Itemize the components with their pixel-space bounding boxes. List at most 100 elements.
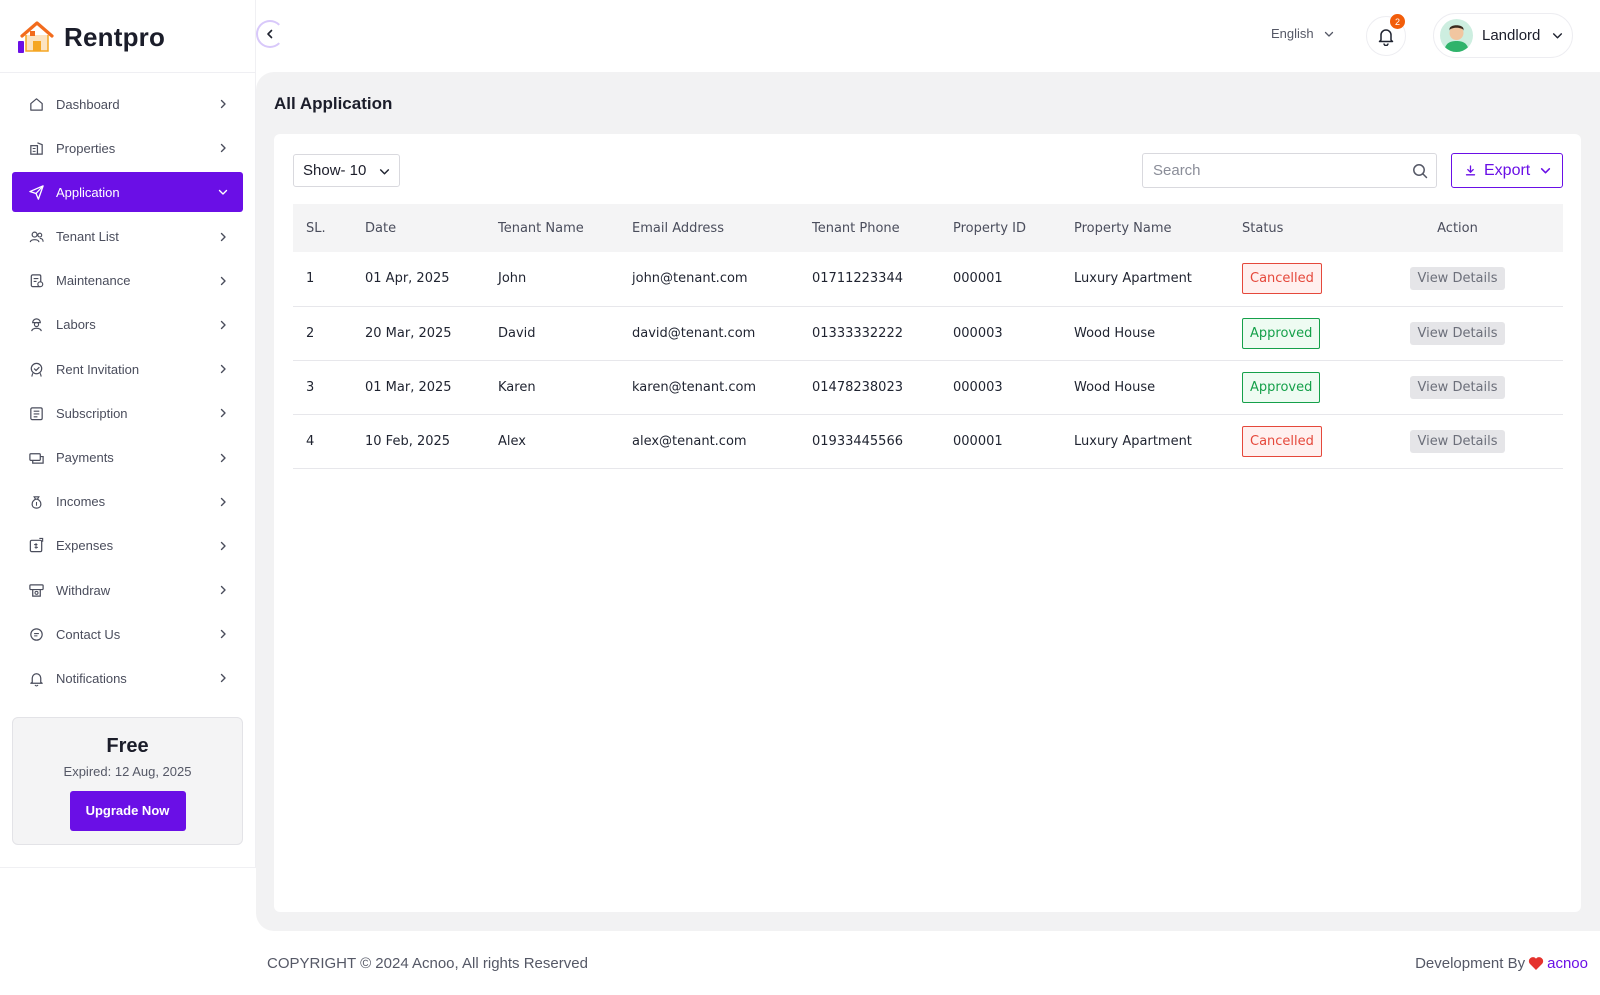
plan-expiry: Expired: 12 Aug, 2025 [63, 764, 192, 779]
chevron-down-icon [217, 186, 229, 198]
sidebar-item-label: Dashboard [56, 96, 120, 112]
chevron-right-icon [217, 142, 229, 154]
cell-email: john@tenant.com [632, 271, 748, 287]
withdraw-icon [27, 581, 45, 599]
cell-property-name: Luxury Apartment [1074, 271, 1192, 287]
chevron-right-icon [217, 496, 229, 508]
sidebar-item-label: Maintenance [56, 273, 131, 289]
sidebar-nav: Dashboard Properties Application Tenant Lis… [12, 84, 243, 703]
header-action: Action [1437, 220, 1478, 236]
sidebar-item-dashboard[interactable]: Dashboard [12, 84, 243, 124]
sidebar-item-label: Incomes [56, 494, 106, 510]
cell-date: 01 Apr, 2025 [365, 271, 450, 287]
sidebar-item-rent-invitation[interactable]: Rent Invitation [12, 349, 243, 389]
notifications-button[interactable] [1366, 16, 1406, 56]
cell-property-name: Wood House [1074, 325, 1156, 341]
chevron-down-icon [1324, 31, 1333, 37]
sidebar-item-incomes[interactable]: Incomes [12, 482, 243, 522]
cell-status: Cancelled [1229, 414, 1352, 468]
view-details-button[interactable]: View Details [1410, 321, 1505, 345]
cell-sl: 3 [306, 379, 315, 395]
sidebar-item-payments[interactable]: Payments [12, 438, 243, 478]
logo[interactable]: Rentpro [18, 18, 165, 56]
app-name: Rentpro [64, 21, 166, 52]
sidebar-item-withdraw[interactable]: Withdraw [12, 570, 243, 610]
notification-count-badge: 2 [1390, 14, 1405, 29]
sidebar-item-properties[interactable]: Properties [12, 128, 243, 168]
show-entries-value: Show- 10 [303, 162, 367, 179]
sidebar-item-notifications[interactable]: Notifications [12, 658, 243, 698]
sidebar-collapse-button[interactable] [256, 20, 284, 48]
view-details-button[interactable]: View Details [1410, 267, 1505, 291]
users-icon [27, 228, 45, 246]
cell-property-id: 000003 [953, 325, 1003, 341]
cell-email: david@tenant.com [632, 325, 756, 341]
export-button[interactable]: Export [1451, 153, 1563, 188]
status-badge: Approved [1242, 371, 1321, 403]
sidebar-item-labors[interactable]: Labors [12, 305, 243, 345]
user-menu[interactable]: Landlord [1433, 13, 1573, 58]
money-bag-icon [27, 493, 45, 511]
divider [0, 72, 256, 73]
sidebar-item-label: Rent Invitation [56, 361, 140, 377]
cell-property-id: 000001 [953, 433, 1003, 449]
cell-property-id: 000001 [953, 271, 1003, 287]
sidebar-item-maintenance[interactable]: Maintenance [12, 261, 243, 301]
house-logo-icon [18, 21, 54, 53]
status-badge: Cancelled [1242, 263, 1322, 295]
cell-date: 20 Mar, 2025 [365, 325, 452, 341]
sidebar-item-label: Contact Us [56, 626, 121, 642]
chevron-down-icon [1553, 33, 1563, 39]
chevron-right-icon [217, 540, 229, 552]
header-sl: SL. [306, 220, 326, 236]
language-label: English [1271, 26, 1314, 41]
language-select[interactable]: English [1271, 26, 1334, 41]
cell-phone: 01333332222 [812, 325, 903, 341]
show-entries-select[interactable]: Show- 10 [293, 154, 400, 187]
building-icon [27, 139, 45, 157]
search-input[interactable] [1143, 154, 1436, 187]
chevron-right-icon [217, 363, 229, 375]
table-header-row: SL. Date Tenant Name Email Address Tenan… [293, 204, 1563, 252]
sidebar-item-label: Expenses [56, 538, 114, 554]
bell-icon [1378, 29, 1394, 46]
cell-action: View Details [1352, 360, 1563, 414]
sidebar-item-expenses[interactable]: Expenses [12, 526, 243, 566]
dev-brand-link[interactable]: acnoo [1547, 955, 1588, 972]
expenses-icon [27, 537, 45, 555]
sidebar-item-contact-us[interactable]: Contact Us [12, 614, 243, 654]
sidebar-item-application[interactable]: Application [12, 172, 243, 213]
sidebar-item-label: Application [56, 184, 120, 200]
cell-email: alex@tenant.com [632, 433, 747, 449]
invitation-icon [27, 360, 45, 378]
sidebar-item-tenant-list[interactable]: Tenant List [12, 217, 243, 257]
bell-icon [27, 669, 45, 687]
search-icon[interactable] [1412, 163, 1428, 179]
chevron-right-icon [217, 275, 229, 287]
status-badge: Approved [1242, 317, 1321, 349]
search-box [1142, 153, 1437, 188]
export-label: Export [1484, 161, 1531, 179]
view-details-button[interactable]: View Details [1410, 429, 1505, 453]
table-row: 1 01 Apr, 2025 John john@tenant.com 01711223… [293, 252, 1563, 306]
chevron-right-icon [217, 584, 229, 596]
chevron-right-icon [217, 628, 229, 640]
cell-sl: 2 [306, 325, 315, 341]
cell-phone: 01933445566 [812, 433, 903, 449]
copyright: COPYRIGHT © 2024 Acnoo, All rights Reser… [267, 955, 588, 972]
sidebar-item-subscription[interactable]: Subscription [12, 393, 243, 433]
view-details-button[interactable]: View Details [1410, 375, 1505, 399]
sidebar-item-label: Subscription [56, 405, 128, 421]
sidebar-item-label: Withdraw [56, 582, 111, 598]
header-phone: Tenant Phone [812, 220, 900, 236]
upgrade-now-button[interactable]: Upgrade Now [69, 791, 186, 831]
developer-credit: Development By acnoo [1415, 955, 1588, 972]
header-property-name: Property Name [1074, 220, 1172, 236]
sidebar-item-label: Properties [56, 140, 116, 156]
cell-phone: 01478238023 [812, 379, 903, 395]
cell-date: 10 Feb, 2025 [365, 433, 451, 449]
table-row: 4 10 Feb, 2025 Alex alex@tenant.com 01933445… [293, 414, 1563, 468]
chevron-right-icon [217, 98, 229, 110]
status-badge: Cancelled [1242, 425, 1322, 457]
sidebar-item-label: Payments [56, 450, 114, 465]
